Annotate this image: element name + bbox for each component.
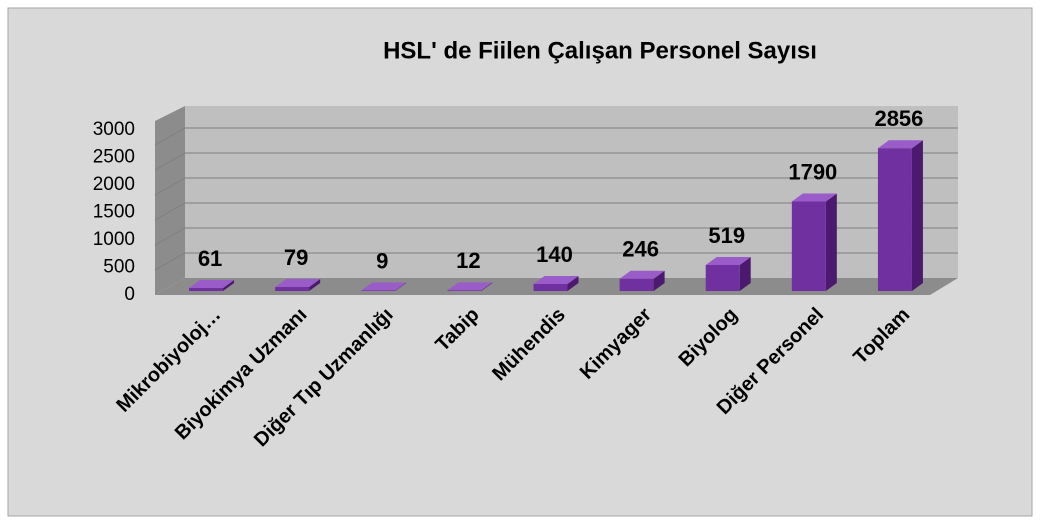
value-label: 9 <box>376 248 388 273</box>
y-tick-label: 3000 <box>93 119 135 140</box>
bar-top <box>275 279 321 288</box>
bar-side <box>567 276 579 291</box>
value-label: 1790 <box>788 159 837 184</box>
value-label: 519 <box>708 223 745 248</box>
y-tick-label: 1500 <box>93 202 135 223</box>
bar-front <box>791 201 826 291</box>
bar-side <box>223 279 235 291</box>
grid-line <box>154 127 958 146</box>
y-tick-label: 500 <box>103 257 135 278</box>
bar-top <box>189 279 235 288</box>
bar <box>877 140 923 291</box>
bar-front <box>447 290 482 291</box>
bar-top <box>533 276 579 284</box>
bar <box>361 282 407 291</box>
bar-side <box>309 279 321 291</box>
bar-top <box>791 193 837 202</box>
side-wall <box>155 106 185 295</box>
bar-front <box>189 287 224 291</box>
value-label: 2856 <box>874 106 923 131</box>
y-tick-label: 0 <box>124 284 135 305</box>
bar-top <box>447 282 493 291</box>
value-label: 12 <box>456 248 480 273</box>
bar-side <box>481 282 493 291</box>
bar-top <box>361 282 407 291</box>
bar-top <box>705 257 751 266</box>
grid-line <box>154 152 958 171</box>
chart-title: HSL' de Fiilen Çalışan Personel Sayısı <box>383 37 817 64</box>
bar-front <box>619 278 654 291</box>
value-label: 61 <box>198 246 222 271</box>
bar <box>619 270 665 291</box>
bar-side <box>825 193 837 291</box>
y-tick-label: 2000 <box>93 174 135 195</box>
bar-side <box>395 282 407 291</box>
grid-line <box>154 202 958 221</box>
bar <box>447 282 493 291</box>
bar-front <box>275 287 310 291</box>
grid-line <box>154 227 958 246</box>
bar-side <box>653 270 665 291</box>
bar-top <box>619 270 665 279</box>
value-label: 140 <box>536 242 573 267</box>
value-label: 79 <box>284 245 308 270</box>
grid-line <box>154 252 958 271</box>
y-tick-label: 1000 <box>93 229 135 250</box>
bar-front <box>533 284 568 291</box>
bar-side <box>739 257 751 291</box>
bar-front <box>877 148 912 291</box>
bar <box>705 257 751 291</box>
bar-top <box>877 140 923 149</box>
bar-side <box>911 140 923 291</box>
bar <box>275 279 321 291</box>
bar <box>791 193 837 291</box>
value-label: 246 <box>622 237 659 262</box>
bar <box>189 279 235 291</box>
bar <box>533 276 579 291</box>
bar-front <box>705 265 740 291</box>
y-tick-label: 2500 <box>93 147 135 168</box>
grid-line <box>154 177 958 196</box>
